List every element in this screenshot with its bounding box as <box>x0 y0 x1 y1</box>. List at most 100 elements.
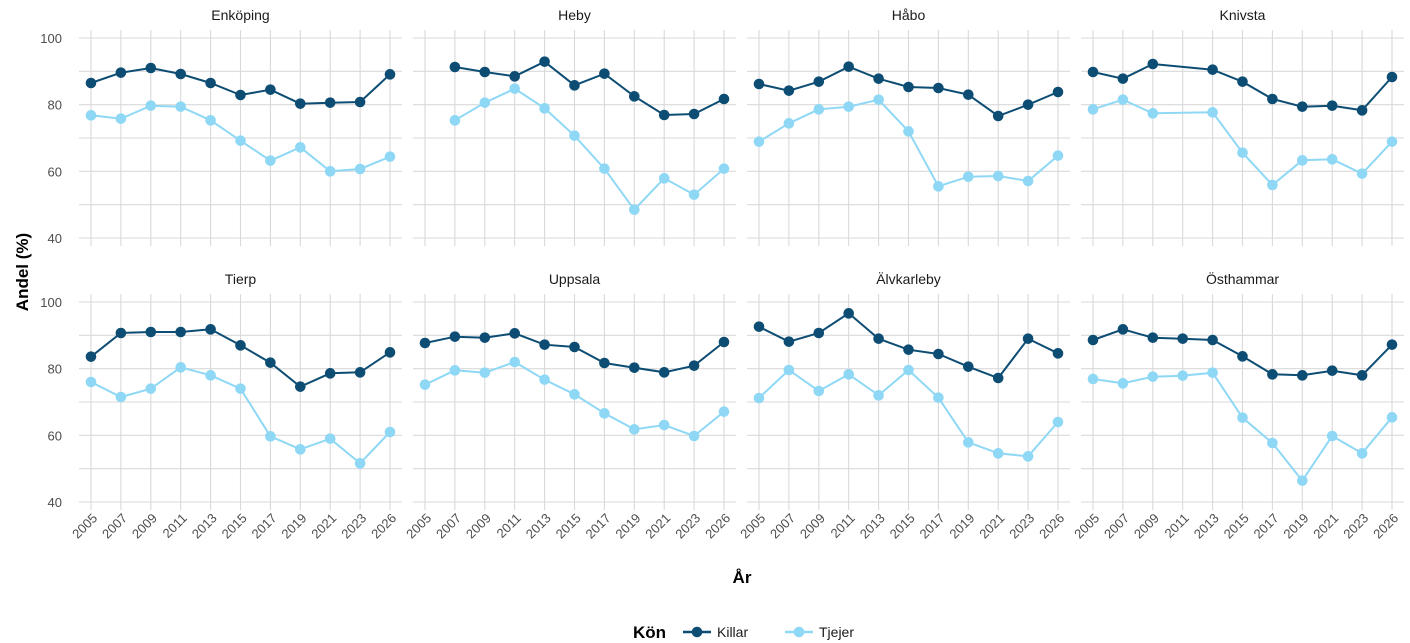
data-point-tjejer <box>569 130 580 141</box>
x-tick-label: 2007 <box>99 510 130 541</box>
data-point-killar <box>384 69 396 80</box>
data-point-killar <box>599 68 610 79</box>
data-point-tjejer <box>963 437 974 448</box>
data-point-tjejer <box>479 367 491 378</box>
data-point-tjejer <box>145 100 157 111</box>
data-point-tjejer <box>384 151 396 162</box>
data-point-tjejer <box>1356 448 1368 459</box>
x-tick-label: 2019 <box>278 510 309 541</box>
data-point-tjejer <box>324 433 336 444</box>
x-tick-label: 2013 <box>189 510 220 541</box>
data-point-killar <box>205 324 216 335</box>
x-tick-label: 2007 <box>433 510 464 541</box>
data-point-tjejer <box>718 163 730 174</box>
data-point-tjejer <box>1267 179 1278 191</box>
data-point-killar <box>324 97 336 108</box>
data-point-tjejer <box>992 448 1004 459</box>
data-point-tjejer <box>85 376 97 388</box>
data-point-killar <box>384 347 396 358</box>
data-point-tjejer <box>783 118 795 129</box>
data-point-tjejer <box>629 424 640 435</box>
data-point-killar <box>658 109 670 121</box>
data-point-tjejer <box>873 390 884 401</box>
data-point-tjejer <box>419 379 431 390</box>
data-point-killar <box>145 326 157 338</box>
legend-label-tjejer: Tjejer <box>819 624 854 640</box>
data-point-killar <box>235 89 246 101</box>
data-point-killar <box>295 98 306 109</box>
data-point-tjejer <box>688 430 700 442</box>
data-point-tjejer <box>1087 373 1099 385</box>
y-tick-label: 40 <box>48 495 62 510</box>
data-point-killar <box>1147 58 1159 70</box>
panel-title: Enköping <box>211 7 269 23</box>
data-point-killar <box>449 61 461 73</box>
series-line-tjejer <box>454 87 725 212</box>
x-tick-label: 2019 <box>946 510 977 541</box>
data-point-tjejer <box>509 83 520 94</box>
x-tick-label: 2011 <box>1162 510 1192 540</box>
data-point-killar <box>1052 348 1064 359</box>
data-point-killar <box>688 108 700 120</box>
data-point-tjejer <box>813 385 825 397</box>
data-point-tjejer <box>354 163 366 175</box>
x-tick-label: 2009 <box>129 510 160 541</box>
x-tick-label: 2015 <box>887 510 918 541</box>
data-point-tjejer <box>933 392 944 403</box>
x-tick-label: 2007 <box>767 510 798 541</box>
data-point-tjejer <box>115 113 127 124</box>
data-point-tjejer <box>1237 412 1248 423</box>
data-point-tjejer <box>1177 370 1188 381</box>
data-point-tjejer <box>1022 175 1034 187</box>
data-point-tjejer <box>718 406 730 417</box>
data-point-killar <box>1267 369 1278 380</box>
data-point-killar <box>509 328 520 339</box>
data-point-killar <box>569 80 580 91</box>
data-point-tjejer <box>1386 412 1398 423</box>
data-point-tjejer <box>992 170 1004 182</box>
data-point-tjejer <box>1386 136 1398 147</box>
data-point-killar <box>419 337 431 349</box>
y-tick-label: 100 <box>40 31 62 46</box>
data-point-tjejer <box>1147 108 1159 119</box>
x-tick-label: 2026 <box>1370 510 1401 541</box>
data-point-killar <box>115 327 127 339</box>
data-point-tjejer <box>1117 378 1129 389</box>
data-point-killar <box>1177 333 1188 344</box>
data-point-killar <box>145 62 157 74</box>
panel-håbo: Håbo <box>747 7 1070 246</box>
x-tick-label: 2005 <box>69 510 100 541</box>
data-point-tjejer <box>205 370 216 381</box>
data-point-tjejer <box>753 136 765 147</box>
data-point-tjejer <box>1297 155 1308 166</box>
data-point-killar <box>1022 99 1034 110</box>
data-point-killar <box>354 367 366 378</box>
data-point-killar <box>783 336 795 347</box>
data-point-killar <box>629 362 640 373</box>
legend-items: Killar Tjejer <box>683 624 854 640</box>
data-point-killar <box>903 344 914 355</box>
data-point-killar <box>813 76 825 87</box>
data-point-tjejer <box>85 110 97 121</box>
data-point-tjejer <box>205 115 216 126</box>
panel-title: Knivsta <box>1220 7 1266 23</box>
data-point-tjejer <box>1087 104 1099 115</box>
panel-heby: Heby <box>413 7 736 246</box>
data-point-killar <box>175 68 186 80</box>
x-tick-label: 2019 <box>1280 510 1311 541</box>
x-tick-label: 2021 <box>1310 510 1341 541</box>
data-point-tjejer <box>1297 475 1308 486</box>
data-point-tjejer <box>843 369 854 380</box>
data-point-tjejer <box>235 135 246 146</box>
data-point-killar <box>658 367 670 378</box>
data-point-tjejer <box>1326 430 1338 442</box>
panel-title: Heby <box>558 7 591 23</box>
x-tick-label: 2005 <box>1071 510 1102 541</box>
data-point-killar <box>539 339 550 350</box>
data-point-killar <box>1087 334 1099 346</box>
panel-title: Tierp <box>225 271 257 287</box>
data-point-tjejer <box>1207 107 1218 118</box>
data-point-killar <box>1117 73 1129 84</box>
data-point-tjejer <box>1117 94 1129 105</box>
